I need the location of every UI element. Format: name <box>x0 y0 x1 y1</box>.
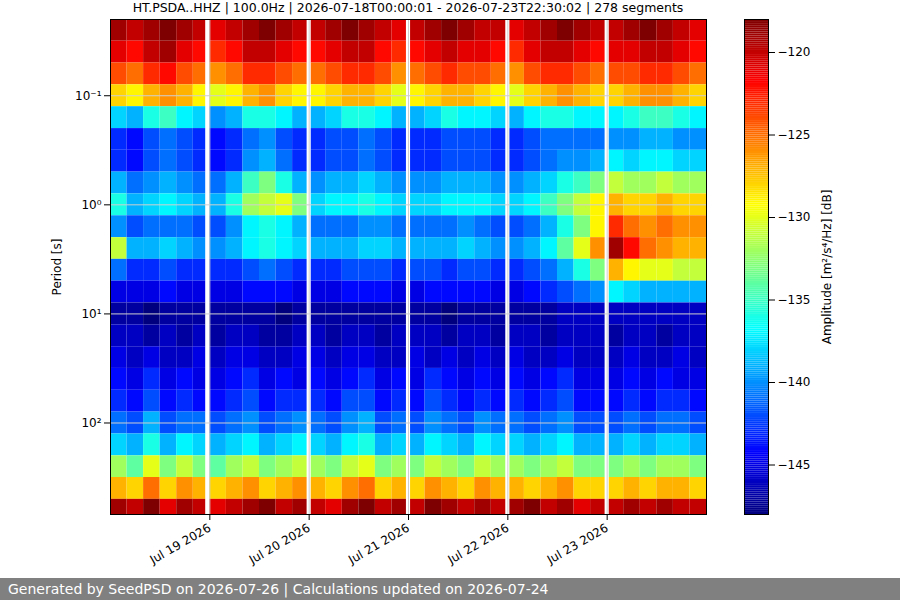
svg-text:Jul 21 2026: Jul 21 2026 <box>345 521 412 568</box>
svg-text:Jul 19 2026: Jul 19 2026 <box>147 521 214 568</box>
svg-text:−125: −125 <box>778 128 811 142</box>
html-text:HT.PSDA..HHZ | 100.0Hz | 2026-: HT.PSDA..HHZ | 100.0Hz | 2026-07-18T00:0… <box>132 0 684 15</box>
svg-text:Jul 23 2026: Jul 23 2026 <box>544 521 611 568</box>
svg-text:10¹: 10¹ <box>81 307 101 321</box>
svg-text:−130: −130 <box>778 210 811 224</box>
svg-text:Jul 22 2026: Jul 22 2026 <box>445 521 512 568</box>
svg-text:Period [s]: Period [s] <box>50 239 64 296</box>
svg-text:−145: −145 <box>778 458 811 472</box>
svg-text:Amplitude [m²/s⁴/Hz] [dB]: Amplitude [m²/s⁴/Hz] [dB] <box>820 190 834 345</box>
svg-text:10⁻¹: 10⁻¹ <box>75 89 102 103</box>
svg-text:Jul 20 2026: Jul 20 2026 <box>246 521 313 568</box>
svg-text:−135: −135 <box>778 293 811 307</box>
html-text:Generated by SeedPSD on 2026-0: Generated by SeedPSD on 2026-07-26 | Cal… <box>8 581 549 597</box>
svg-text:−140: −140 <box>778 375 811 389</box>
svg-text:10²: 10² <box>81 416 101 430</box>
svg-text:10⁰: 10⁰ <box>81 198 101 212</box>
svg-text:−120: −120 <box>778 45 811 59</box>
